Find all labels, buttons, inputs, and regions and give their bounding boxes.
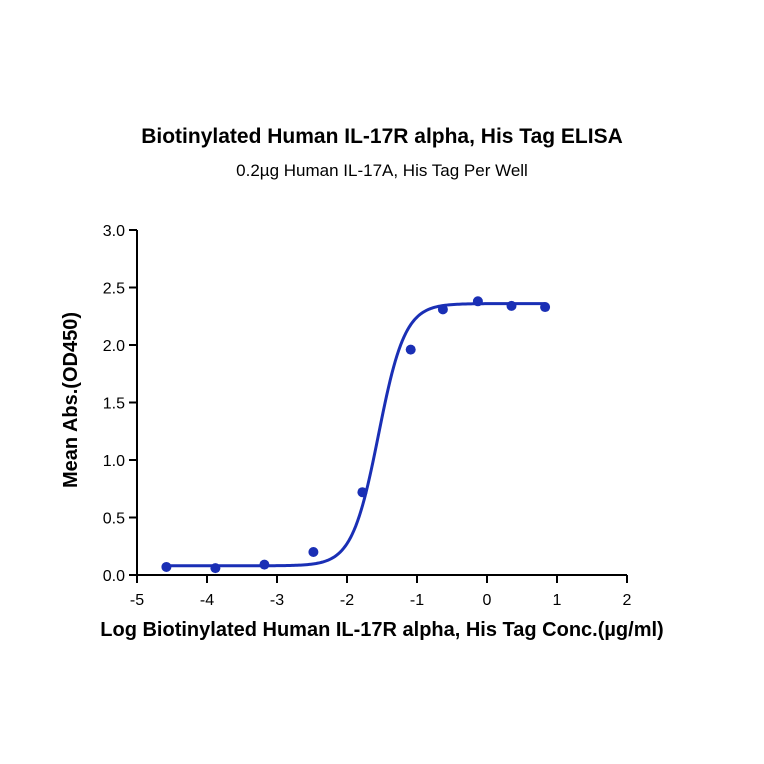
y-tick-label: 2.0 [103, 338, 125, 355]
x-tick-label: -2 [340, 592, 354, 609]
fit-curve [166, 302, 546, 568]
y-tick-label: 3.0 [103, 223, 125, 240]
data-point [472, 296, 483, 307]
y-tick-label: 0.0 [103, 568, 125, 585]
x-tick-label: -3 [270, 592, 284, 609]
y-axis-label: Mean Abs.(OD450) [60, 312, 82, 488]
data-point [506, 300, 517, 311]
data-point [308, 547, 319, 557]
x-tick-label: 1 [553, 592, 562, 609]
data-point [540, 302, 551, 313]
y-tick-label: 1.0 [103, 453, 125, 470]
data-point [259, 559, 270, 570]
data-point [210, 563, 221, 574]
x-tick-label: 2 [623, 592, 632, 609]
y-tick-label: 1.5 [103, 396, 125, 413]
y-tick-label: 0.5 [103, 511, 125, 528]
x-tick-label: -5 [130, 592, 144, 609]
data-point [357, 487, 368, 498]
data-point [437, 304, 448, 315]
data-point [161, 561, 172, 572]
chart-subtitle: 0.2µg Human IL-17A, His Tag Per Well [236, 161, 528, 180]
x-tick-label: -4 [200, 592, 214, 609]
x-axis-label: Log Biotinylated Human IL-17R alpha, His… [100, 619, 663, 641]
axes [136, 230, 627, 576]
chart-title: Biotinylated Human IL-17R alpha, His Tag… [141, 125, 623, 148]
y-tick-label: 2.5 [103, 281, 125, 298]
data-point [405, 344, 416, 355]
x-axis-ticks: -5 -4 -3 -2 -1 0 1 2 [130, 575, 632, 609]
x-tick-label: -1 [410, 592, 424, 609]
data-points [161, 296, 551, 574]
x-tick-label: 0 [483, 592, 492, 609]
y-axis-ticks: 0.0 0.5 1.0 1.5 2.0 2.5 3.0 [103, 223, 137, 585]
